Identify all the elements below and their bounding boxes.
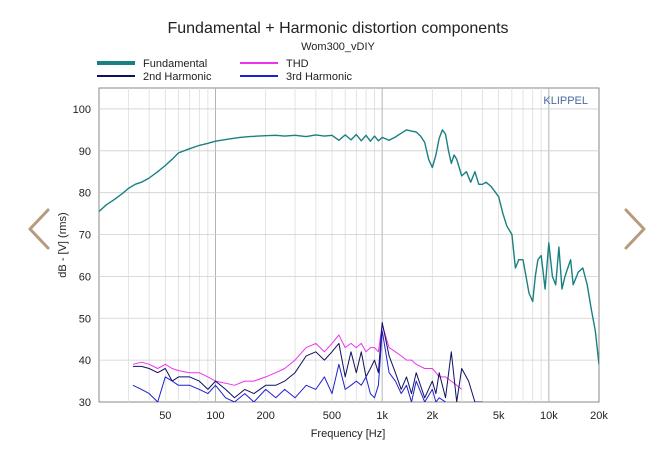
y-tick-label: 30: [79, 397, 91, 409]
y-axis-label: dB - [V] (rms): [57, 212, 69, 277]
x-tick-label: 10k: [540, 410, 558, 422]
y-tick-label: 100: [73, 104, 91, 116]
y-tick-labels: 30 40 50 60 70 80 90 100: [73, 104, 91, 409]
chevron-right-icon: [624, 208, 646, 250]
x-tick-label: 50: [159, 410, 171, 422]
y-tick-label: 80: [79, 188, 91, 200]
x-tick-label: 1k: [376, 410, 388, 422]
y-tick-label: 60: [79, 271, 91, 283]
series-lines: [99, 129, 599, 402]
plot-area: [98, 87, 600, 403]
x-tick-label: 500: [323, 410, 341, 422]
previous-image-button[interactable]: [26, 206, 52, 252]
series-line-3rd-harmonic: [132, 330, 446, 402]
legend-label: 2nd Harmonic: [143, 71, 212, 83]
legend-label: 3rd Harmonic: [286, 71, 353, 83]
klippel-watermark: KLIPPEL: [543, 95, 588, 107]
x-axis-label: Frequency [Hz]: [311, 428, 386, 440]
legend-label: THD: [286, 58, 309, 70]
series-line-thd: [132, 324, 463, 390]
y-tick-label: 90: [79, 146, 91, 158]
x-tick-label: 20k: [590, 410, 608, 422]
chart-subtitle: Wom300_vDIY: [301, 41, 375, 53]
x-tick-labels: 50 100 200 500 1k 2k 5k 10k 20k: [159, 410, 608, 422]
legend-label: Fundamental: [143, 58, 207, 70]
chart-title: Fundamental + Harmonic distortion compon…: [167, 20, 508, 37]
y-tick-label: 40: [79, 355, 91, 367]
chevron-left-icon: [28, 208, 50, 250]
x-tick-label: 100: [206, 410, 224, 422]
y-tick-label: 50: [79, 313, 91, 325]
x-tick-label: 5k: [493, 410, 505, 422]
series-line-2nd-harmonic: [133, 322, 483, 402]
next-image-button[interactable]: [622, 206, 648, 252]
y-tick-label: 70: [79, 230, 91, 242]
x-tick-label: 2k: [427, 410, 439, 422]
chart-legend: Fundamental THD 2nd Harmonic 3rd Harmonic: [97, 58, 353, 83]
x-tick-label: 200: [256, 410, 274, 422]
series-line-fundamental: [99, 129, 599, 365]
